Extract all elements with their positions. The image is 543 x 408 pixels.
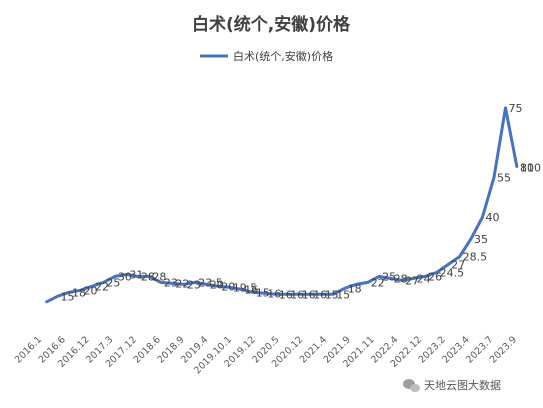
data-label: 28 bbox=[141, 270, 155, 283]
data-point bbox=[56, 295, 59, 298]
data-label: 24 bbox=[417, 272, 431, 285]
data-point bbox=[68, 291, 70, 294]
chart-title: 白术(统个,安徽)价格 bbox=[192, 14, 351, 35]
data-label: 16 bbox=[313, 288, 327, 301]
legend: 白术(统个,安徽)价格 bbox=[200, 49, 333, 63]
data-point bbox=[389, 277, 392, 280]
data-point bbox=[309, 293, 312, 296]
data-label: 19.5 bbox=[233, 281, 257, 294]
data-point bbox=[366, 281, 369, 284]
data-label: 15 bbox=[256, 286, 270, 299]
data-label: 22 bbox=[371, 276, 385, 289]
data-point bbox=[481, 216, 484, 218]
data-label: 28.5 bbox=[463, 251, 488, 264]
data-label: 30 bbox=[118, 270, 132, 283]
data-label: 15 bbox=[61, 290, 75, 303]
data-point bbox=[171, 282, 174, 285]
data-point bbox=[206, 283, 208, 286]
data-point bbox=[45, 301, 47, 304]
data-point bbox=[493, 176, 495, 179]
data-point bbox=[378, 275, 380, 278]
data-point bbox=[320, 293, 323, 296]
data-label: 22 bbox=[175, 277, 189, 290]
data-label: 35 bbox=[474, 233, 488, 246]
data-label: 40 bbox=[486, 211, 500, 224]
data-label: 18 bbox=[348, 282, 362, 295]
wechat-icon bbox=[403, 379, 420, 392]
data-point bbox=[458, 255, 461, 258]
data-point bbox=[263, 292, 266, 295]
data-label: 26 bbox=[428, 270, 442, 283]
data-label: 28 bbox=[394, 272, 408, 285]
data-label: 23.5 bbox=[198, 276, 223, 289]
data-label: 31 bbox=[129, 269, 143, 282]
data-point bbox=[148, 275, 151, 278]
data-point bbox=[412, 277, 415, 280]
data-label: 16 bbox=[279, 288, 293, 301]
data-point bbox=[424, 275, 426, 278]
data-label: 23 bbox=[187, 278, 201, 291]
data-label: 16 bbox=[302, 288, 316, 301]
data-label: 18 bbox=[72, 286, 86, 299]
data-point bbox=[343, 287, 346, 290]
legend-label: 白术(统个,安徽)价格 bbox=[233, 49, 333, 63]
data-point bbox=[470, 238, 472, 240]
data-label: 16 bbox=[267, 287, 281, 300]
data-label: 27 bbox=[405, 274, 419, 287]
data-point bbox=[447, 263, 449, 266]
data-point bbox=[183, 283, 185, 286]
data-label: 24.5 bbox=[440, 267, 465, 280]
data-label: 16 bbox=[290, 288, 304, 301]
data-label: 15 bbox=[325, 288, 339, 301]
data-point bbox=[286, 293, 289, 296]
data-point bbox=[91, 285, 93, 288]
data-point bbox=[229, 286, 231, 289]
data-label: 20 bbox=[221, 280, 235, 293]
data-label: 80 bbox=[520, 161, 534, 174]
data-point bbox=[504, 107, 507, 109]
data-label: 27 bbox=[451, 259, 465, 272]
data-point bbox=[79, 289, 82, 292]
data-point bbox=[297, 293, 300, 296]
x-axis: 2016.12016.62016.122017.32017.122018.620… bbox=[13, 334, 519, 376]
data-label: 22 bbox=[95, 280, 109, 293]
data-point bbox=[435, 271, 438, 274]
data-label: 25 bbox=[382, 270, 396, 283]
data-label: 15 bbox=[336, 288, 350, 301]
data-point bbox=[355, 283, 358, 286]
data-label: 25 bbox=[106, 276, 120, 289]
data-label: 23 bbox=[164, 276, 178, 289]
series-line bbox=[45, 106, 519, 304]
data-point bbox=[332, 293, 335, 296]
data-point bbox=[114, 275, 116, 278]
data-point bbox=[102, 281, 105, 284]
data-point bbox=[516, 166, 518, 169]
x-tick-label: 2023.9 bbox=[488, 334, 519, 365]
data-point bbox=[240, 288, 243, 291]
data-label: 55 bbox=[497, 171, 511, 184]
data-label: 28 bbox=[152, 270, 166, 283]
data-point bbox=[194, 281, 197, 284]
data-point bbox=[275, 293, 277, 296]
data-point bbox=[252, 291, 254, 294]
watermark-text: 天地云图大数据 bbox=[424, 378, 501, 392]
plot-area: 15182022253031282823222323.5202019.51615… bbox=[45, 102, 541, 304]
data-label: 75 bbox=[509, 102, 523, 115]
data-point bbox=[160, 281, 162, 284]
data-label: 16 bbox=[244, 283, 258, 296]
watermark: 天地云图大数据 bbox=[403, 378, 501, 392]
data-label: 20 bbox=[84, 284, 98, 297]
data-point bbox=[217, 285, 220, 288]
data-point bbox=[125, 273, 128, 276]
data-label: 20 bbox=[210, 278, 224, 291]
data-point bbox=[137, 275, 139, 278]
data-point bbox=[401, 279, 403, 282]
data-label: 110 bbox=[520, 161, 541, 174]
